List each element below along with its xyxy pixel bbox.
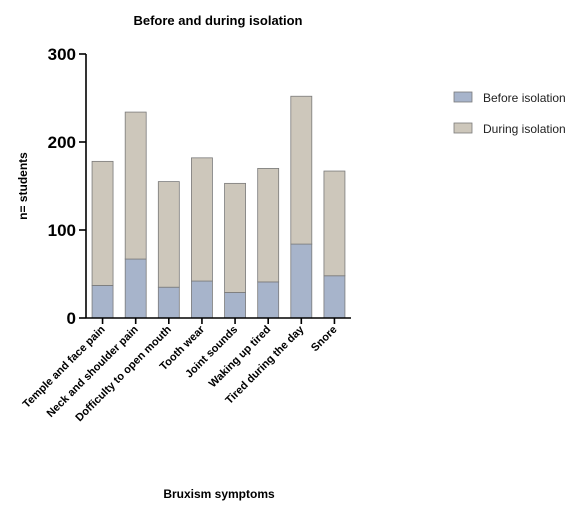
bar-during-7: [323, 170, 346, 277]
legend-swatch-0: [453, 91, 473, 103]
chart-title: Before and during isolation: [133, 13, 302, 28]
bar-during-1: [124, 111, 147, 260]
bar-during-0: [91, 160, 114, 286]
legend: Before isolation During isolation: [453, 91, 566, 136]
bar-before-6: [290, 243, 313, 319]
legend-label-1: During isolation: [483, 122, 566, 136]
legend-label-0: Before isolation: [483, 91, 566, 105]
x-axis-title: Bruxism symptoms: [163, 487, 275, 501]
y-tick-label-1: 100: [48, 221, 76, 240]
bar-before-7: [323, 275, 346, 319]
x-tick-label-7: Snore: [309, 324, 340, 355]
bar-before-0: [91, 285, 114, 319]
bar-during-6: [290, 95, 313, 245]
bar-before-1: [124, 258, 147, 319]
y-ticks-group: 0 100 200 300: [48, 45, 86, 328]
bar-during-3: [191, 157, 213, 282]
bar-before-2: [157, 286, 180, 319]
bar-during-4: [224, 182, 246, 293]
bar-during-5: [257, 167, 280, 283]
y-tick-label-0: 0: [67, 309, 76, 328]
bar-before-5: [257, 281, 280, 319]
y-axis-title: n= students: [16, 152, 30, 220]
bars-group: [91, 95, 346, 319]
legend-swatch-1: [453, 122, 473, 134]
y-tick-label-2: 200: [48, 133, 76, 152]
bar-before-3: [191, 280, 213, 319]
bar-during-2: [157, 181, 180, 288]
y-tick-label-3: 300: [48, 45, 76, 64]
bar-before-4: [224, 292, 246, 319]
